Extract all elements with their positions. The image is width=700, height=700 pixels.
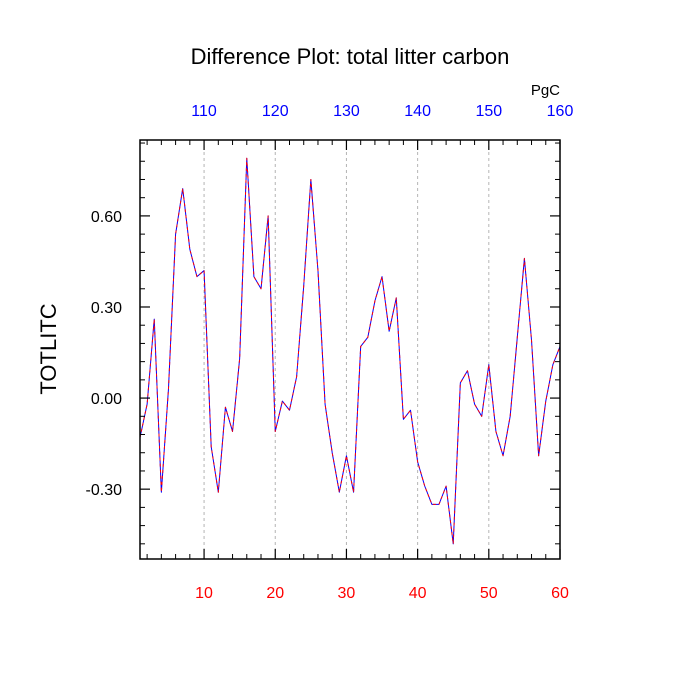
x-top-tick-label: 130 [333,103,360,120]
plot-frame [139,139,561,560]
axis-ticks [140,140,561,559]
x-bottom-tick-label: 60 [551,585,569,602]
tick-labels: 10 20 30 40 50 60 110 120 130 140 150 160 -0.30 0.00 0… [86,103,574,602]
series-line-red-dashed [139,157,561,545]
y-tick-label: 0.00 [91,391,122,408]
x-top-tick-label: 120 [262,103,289,120]
x-bottom-tick-label: 10 [195,585,213,602]
y-tick-label: -0.30 [86,482,123,499]
chart-title: Difference Plot: total litter carbon [191,44,510,69]
x-bottom-tick-label: 20 [266,585,284,602]
x-top-tick-label: 160 [547,103,574,120]
x-top-tick-label: 110 [191,103,217,120]
y-tick-label: 0.30 [91,300,122,317]
x-top-tick-label: 150 [475,103,502,120]
x-bottom-tick-label: 50 [480,585,498,602]
y-axis-label: TOTLITC [36,303,61,394]
x-bottom-tick-label: 40 [409,585,427,602]
series-line-blue [139,157,561,545]
series-lines [139,157,561,545]
x-top-tick-label: 140 [404,103,431,120]
y-tick-label: 0.60 [91,209,122,226]
x-bottom-tick-label: 30 [338,585,356,602]
vertical-grid [203,140,490,559]
units-label: PgC [531,82,560,99]
